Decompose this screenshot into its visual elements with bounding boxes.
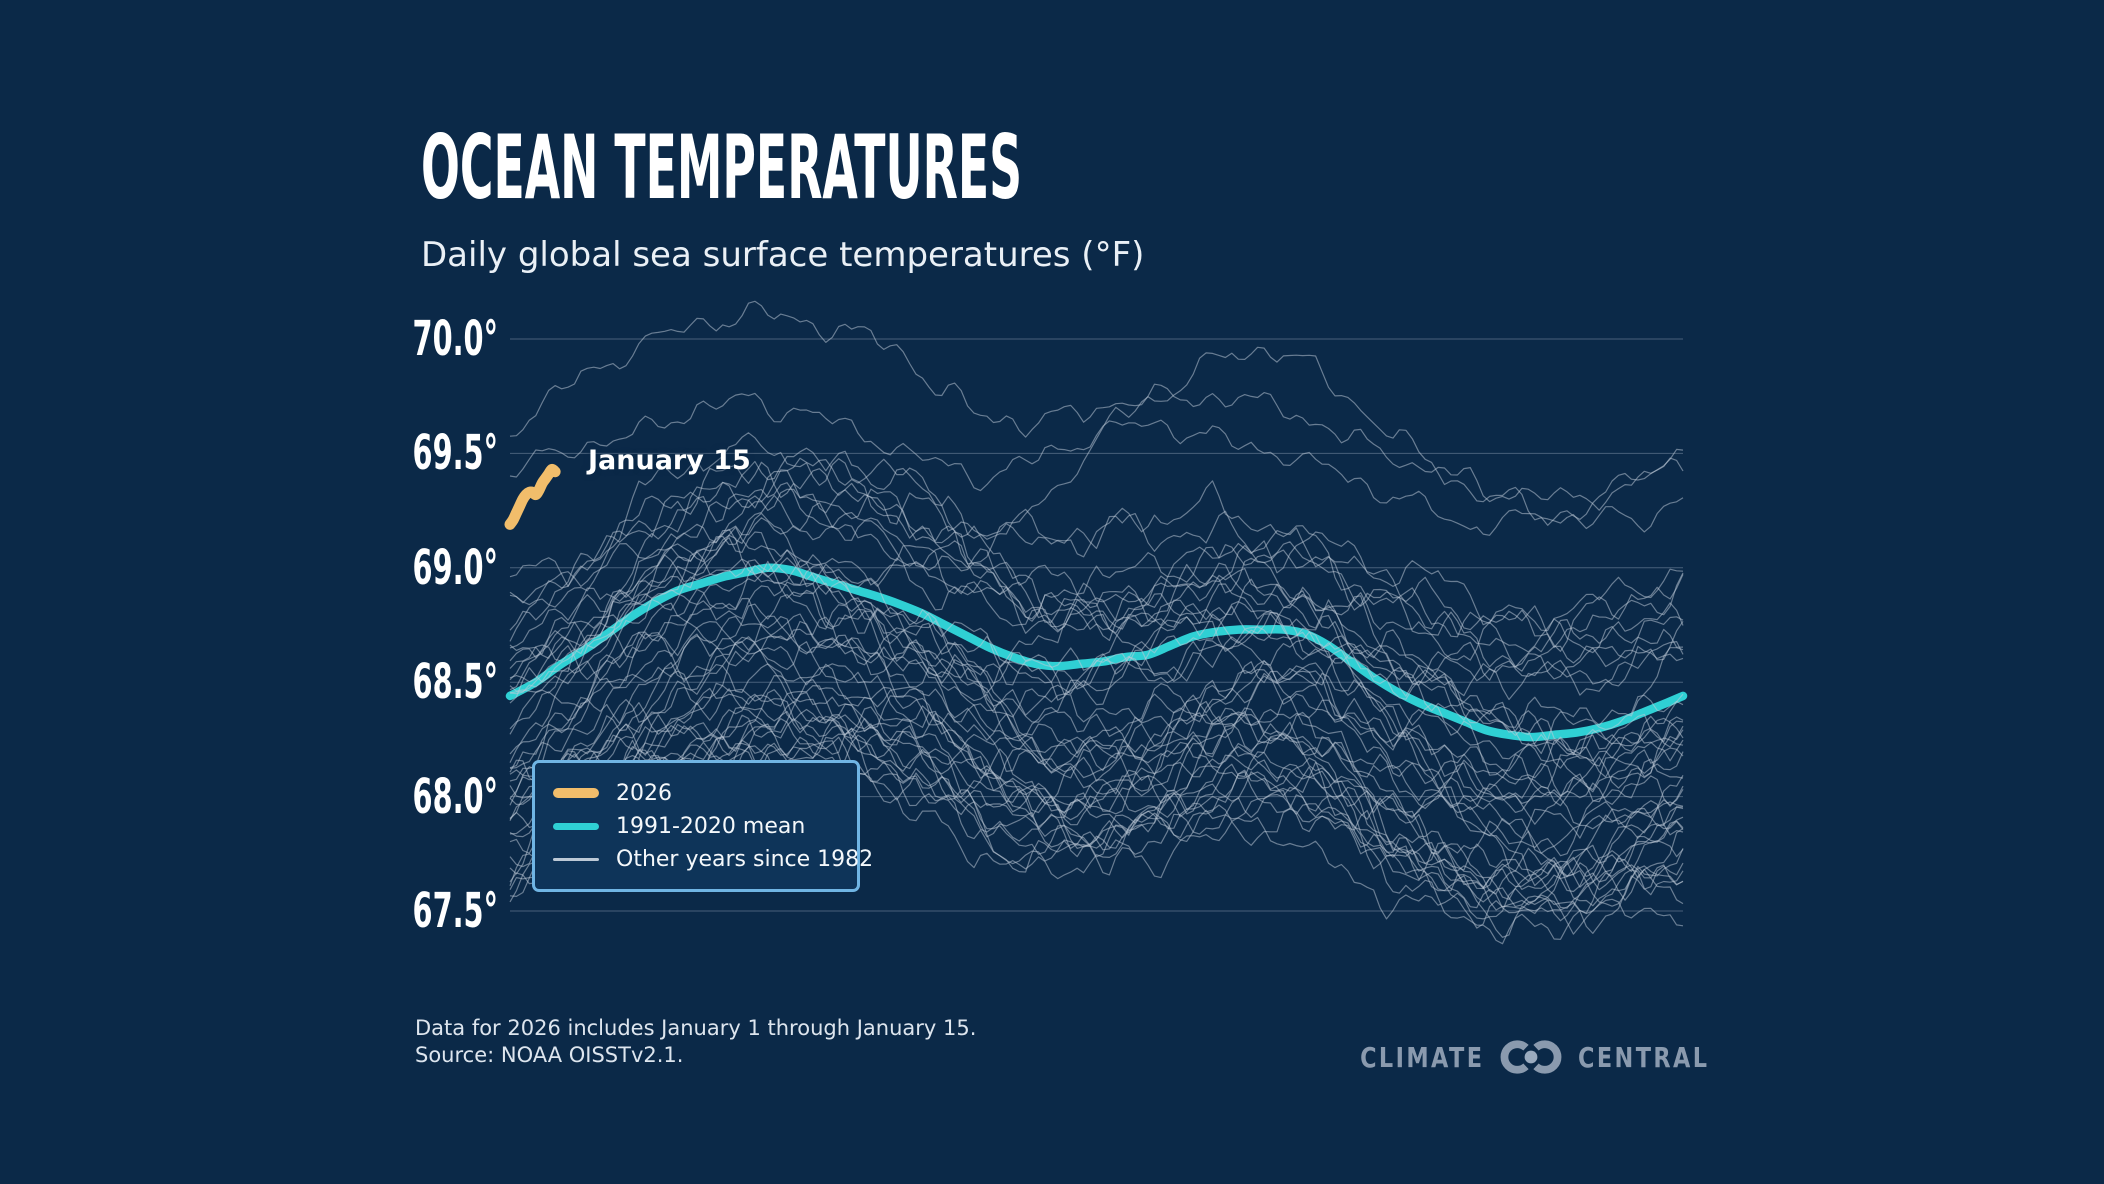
legend-label-2026: 2026 [616,780,672,806]
logo-mark-icon [1500,1040,1562,1074]
logo-climate-text: CLIMATE [1360,1040,1485,1074]
legend: 2026 1991-2020 mean Other years since 19… [532,760,873,892]
footnote: Data for 2026 includes January 1 through… [415,1015,976,1069]
legend-label-mean: 1991-2020 mean [616,813,806,839]
chart-subtitle: Daily global sea surface temperatures (°… [421,235,1145,275]
legend-swatch-2026 [553,788,599,798]
legend-item-2026: 2026 [553,777,857,810]
legend-item-other-years: Other years since 1982 [553,843,873,876]
annotation-january-15: January 15 [588,445,751,476]
y-tick-label-67-5: 67.5° [412,883,498,939]
legend-label-other-years: Other years since 1982 [616,846,874,872]
footnote-line-2: Source: NOAA OISSTv2.1. [415,1043,684,1067]
legend-item-mean: 1991-2020 mean [553,810,857,843]
y-tick-label-68-0: 68.0° [412,768,498,825]
page-title: OCEAN TEMPERATURES [421,116,1023,219]
legend-swatch-other-years [553,857,599,861]
y-tick-label-68-5: 68.5° [412,654,498,711]
y-tick-label-69-0: 69.0° [412,539,498,596]
y-tick-label-69-5: 69.5° [412,425,498,482]
climate-central-logo: CLIMATE CENTRAL [1329,1034,1743,1080]
y-tick-label-70-0: 70.0° [412,311,498,367]
footnote-line-1: Data for 2026 includes January 1 through… [415,1016,977,1040]
legend-swatch-mean [553,822,599,830]
logo-central-text: CENTRAL [1578,1040,1710,1074]
